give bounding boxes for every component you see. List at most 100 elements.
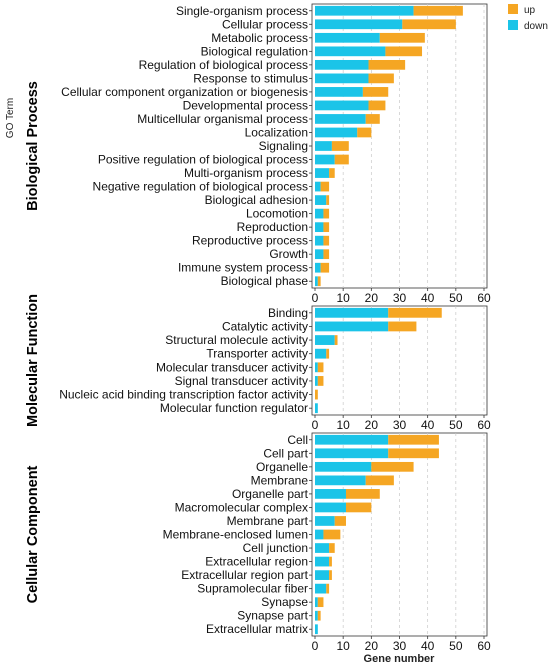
x-tick-label: 20: [365, 639, 379, 653]
bar-up-locomotion: [323, 208, 330, 219]
legend-swatch-up: [508, 4, 518, 14]
bar-down-biological-adhesion: [315, 195, 327, 205]
bar-down-membrane-part: [315, 516, 335, 526]
x-tick-label: 0: [312, 418, 319, 432]
category-label: Structural molecule activity: [165, 333, 308, 347]
bar-down-positive-regulation-of-biological-process: [315, 154, 335, 165]
bar-up-response-to-stimulus: [368, 73, 394, 84]
bar-up-transporter-activity: [326, 348, 330, 359]
category-label: Binding: [268, 306, 308, 320]
category-label: Organelle part: [232, 487, 309, 501]
x-tick-label: 0: [312, 291, 319, 305]
bar-up-biological-regulation: [385, 46, 423, 57]
bar-up-membrane-part: [334, 516, 346, 526]
bar-up-signal-transducer-activity: [317, 376, 324, 386]
bar-up-organelle: [371, 461, 414, 472]
bar-up-nucleic-acid-binding-transcription-factor-activity: [315, 389, 318, 400]
x-tick-label: 40: [421, 291, 435, 305]
bar-down-response-to-stimulus: [315, 73, 369, 84]
bar-up-extracellular-region: [329, 556, 332, 567]
category-label: Signal transducer activity: [175, 374, 308, 388]
x-tick-label: 50: [449, 418, 463, 432]
category-label: Growth: [269, 247, 308, 261]
category-label: Macromolecular complex: [175, 500, 308, 514]
category-label: Catalytic activity: [222, 319, 308, 333]
category-label: Positive regulation of biological proces…: [98, 153, 308, 167]
bar-up-metabolic-process: [379, 32, 425, 43]
bar-up-single-organism-process: [413, 5, 463, 16]
legend-label-up: up: [524, 5, 536, 16]
bar-up-supramolecular-fiber: [326, 583, 330, 594]
category-label: Molecular function regulator: [160, 401, 308, 415]
bar-down-synapse-part: [315, 610, 318, 621]
bar-down-cell-junction: [315, 543, 330, 553]
bar-up-regulation-of-biological-process: [368, 59, 406, 70]
category-label: Nucleic acid binding transcription facto…: [59, 388, 308, 402]
legend-label-down: down: [524, 21, 548, 32]
category-label: Locomotion: [246, 207, 308, 221]
bar-up-reproductive-process: [323, 235, 330, 246]
category-label: Multicellular organismal process: [137, 112, 308, 126]
bar-up-developmental-process: [368, 100, 386, 111]
bar-down-reproductive-process: [315, 235, 324, 246]
bar-up-macromolecular-complex: [345, 502, 372, 513]
category-label: Multi-organism process: [184, 166, 308, 180]
category-label: Membrane: [251, 473, 309, 487]
category-label: Molecular transducer activity: [156, 360, 308, 374]
bar-down-membrane: [315, 475, 366, 486]
category-label: Supramolecular fiber: [197, 582, 308, 596]
bar-down-binding: [315, 307, 389, 318]
bar-down-multicellular-organismal-process: [315, 114, 366, 124]
legend: up down: [508, 4, 548, 32]
category-label: Biological regulation: [201, 44, 308, 58]
bar-up-signaling: [331, 141, 349, 151]
category-label: Negative regulation of biological proces…: [93, 180, 308, 194]
bar-up-multicellular-organismal-process: [365, 114, 380, 124]
bar-up-synapse: [317, 597, 324, 608]
bar-up-membrane-enclosed-lumen: [323, 529, 341, 540]
category-label: Cell part: [263, 446, 308, 460]
go-term-axis-title: GO Term: [5, 98, 16, 138]
bar-down-biological-phase: [315, 276, 318, 287]
bar-down-molecular-transducer-activity: [315, 362, 318, 373]
bar-up-growth: [323, 249, 330, 260]
x-tick-label: 10: [336, 291, 350, 305]
bar-up-cell-part: [388, 448, 439, 459]
category-label: Synapse: [261, 595, 308, 609]
bar-down-supramolecular-fiber: [315, 583, 327, 594]
x-axis-title: Gene number: [364, 653, 436, 665]
category-label: Cell junction: [243, 541, 308, 555]
bar-up-membrane: [365, 475, 394, 486]
bar-up-extracellular-region-part: [329, 570, 332, 580]
bar-down-signal-transducer-activity: [315, 376, 318, 386]
bar-down-cellular-process: [315, 19, 403, 30]
category-label: Transporter activity: [206, 347, 308, 361]
category-label: Extracellular matrix: [206, 622, 308, 636]
category-label: Biological phase: [221, 274, 309, 288]
bar-up-structural-molecule-activity: [334, 335, 338, 345]
x-tick-label: 30: [393, 639, 407, 653]
bar-down-single-organism-process: [315, 5, 414, 16]
bar-up-organelle-part: [345, 489, 380, 499]
x-tick-label: 0: [312, 639, 319, 653]
category-label: Membrane-enclosed lumen: [163, 528, 308, 542]
panel-title: Biological Process: [25, 81, 41, 211]
x-tick-label: 60: [477, 291, 491, 305]
legend-swatch-down: [508, 20, 518, 30]
category-label: Cell: [287, 433, 308, 447]
bar-down-growth: [315, 249, 324, 260]
x-tick-label: 20: [365, 291, 379, 305]
bar-down-catalytic-activity: [315, 321, 389, 332]
bar-down-extracellular-matrix: [315, 624, 318, 635]
bar-up-cell-junction: [329, 543, 335, 553]
x-tick-label: 10: [336, 639, 350, 653]
bar-down-biological-regulation: [315, 46, 386, 57]
category-label: Regulation of biological process: [139, 58, 308, 72]
x-tick-label: 50: [449, 291, 463, 305]
panel-title: Molecular Function: [25, 294, 41, 427]
bar-down-organelle-part: [315, 489, 346, 499]
category-label: Biological adhesion: [205, 193, 308, 207]
